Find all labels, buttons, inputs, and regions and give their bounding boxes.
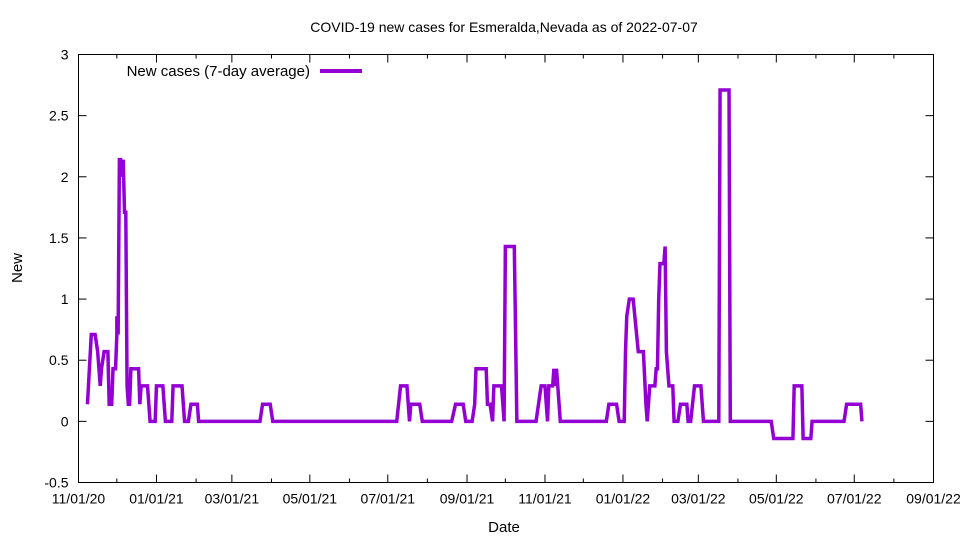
x-tick-label: 09/01/22 [906, 491, 960, 507]
y-tick-label: 2 [61, 169, 69, 185]
y-tick-label: 2.5 [49, 108, 69, 124]
plot-frame [78, 54, 934, 483]
x-tick-label: 01/01/21 [129, 491, 184, 507]
legend: New cases (7-day average) [127, 63, 362, 80]
y-tick-label: 0.5 [49, 352, 69, 368]
x-tick-label: 01/01/22 [596, 491, 651, 507]
series-layer [85, 88, 864, 441]
x-tick-label: 11/01/21 [518, 491, 572, 507]
x-tick-label: 05/01/22 [749, 491, 804, 507]
x-tick-label: 07/01/22 [827, 491, 882, 507]
y-tick-label: -0.5 [44, 475, 68, 491]
legend-label: New cases (7-day average) [127, 63, 310, 80]
y-tick-label: 3 [61, 47, 69, 63]
y-axis-label: New [9, 253, 26, 283]
chart-title: COVID-19 new cases for Esmeralda,Nevada … [310, 19, 698, 35]
y-axis: -0.5 0 0.5 1 1.5 2 2.5 3 [44, 47, 934, 491]
x-axis: 11/01/20 01/01/21 03/01/21 05/01/21 07/01/21… [52, 54, 960, 507]
y-tick-label: 0 [61, 413, 69, 429]
x-tick-label: 07/01/21 [361, 491, 416, 507]
x-tick-label: 05/01/21 [283, 491, 338, 507]
x-axis-label: Date [488, 519, 520, 536]
x-tick-label: 03/01/21 [205, 491, 260, 507]
y-tick-label: 1.5 [49, 230, 69, 246]
y-tick-label: 1 [61, 291, 69, 307]
x-tick-label: 03/01/22 [671, 491, 726, 507]
x-tick-label: 11/01/20 [52, 491, 106, 507]
series-line [85, 88, 864, 441]
x-tick-label: 09/01/21 [440, 491, 495, 507]
